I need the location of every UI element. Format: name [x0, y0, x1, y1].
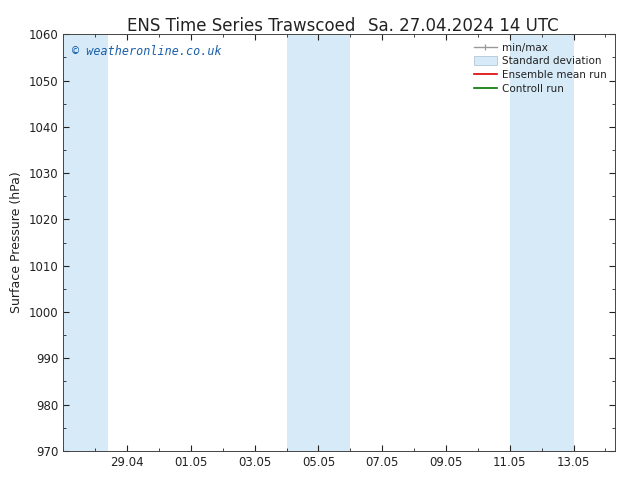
Text: ENS Time Series Trawscoed: ENS Time Series Trawscoed [127, 17, 355, 35]
Legend: min/max, Standard deviation, Ensemble mean run, Controll run: min/max, Standard deviation, Ensemble me… [470, 40, 610, 97]
Bar [63, 34, 108, 451]
Bar [287, 34, 351, 451]
Text: Sa. 27.04.2024 14 UTC: Sa. 27.04.2024 14 UTC [368, 17, 558, 35]
Bar [510, 34, 574, 451]
Y-axis label: Surface Pressure (hPa): Surface Pressure (hPa) [10, 172, 23, 314]
Text: © weatheronline.co.uk: © weatheronline.co.uk [72, 45, 221, 58]
